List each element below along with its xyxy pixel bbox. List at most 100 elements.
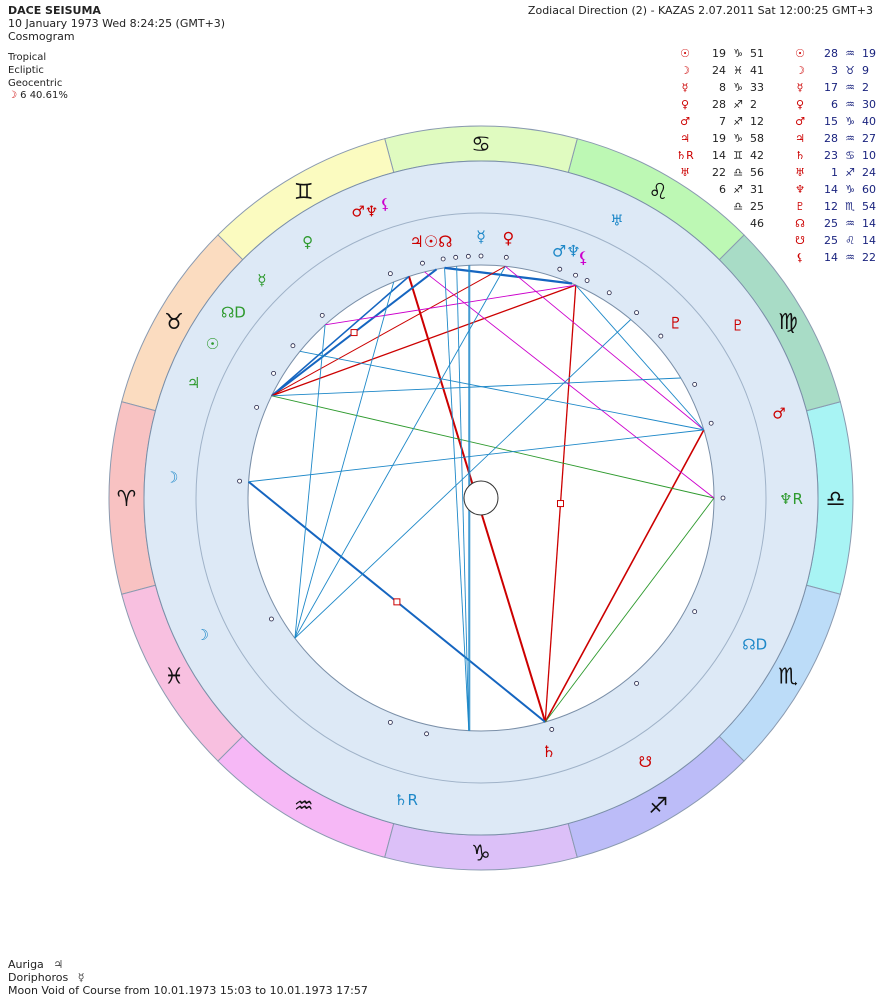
- planet-cell-s2: ♉: [845, 64, 855, 77]
- planet-row: 6 ♐ 31 ♆ 14 ♑ 60: [672, 181, 886, 198]
- planet-icon: ♄R: [394, 791, 418, 809]
- zodiac-sign-icon: ♌: [648, 180, 668, 205]
- moon-void-of-course: Moon Void of Course from 10.01.1973 15:0…: [8, 984, 368, 997]
- planet-cell-s2: ♒: [845, 81, 855, 94]
- aspect-line: [299, 350, 704, 431]
- footer-line-doriphoros: Doriphoros ☿: [8, 971, 85, 984]
- aspect-line: [271, 275, 410, 397]
- planet-cell-m: 46: [750, 217, 764, 230]
- planet-cell-m2: 14: [862, 217, 876, 230]
- planet-icon: ♇: [669, 314, 683, 333]
- planet-cell-g2: ♅: [795, 166, 805, 179]
- planet-cell-m2: 9: [862, 64, 869, 77]
- planet-cell-g: ♅: [680, 166, 690, 179]
- planet-cell-s2: ♌: [845, 234, 855, 247]
- planet-cell-m: 12: [750, 115, 764, 128]
- planet-icon: ♄: [542, 742, 556, 761]
- center-circle: [463, 480, 499, 516]
- planet-cell-s2: ♒: [845, 251, 855, 264]
- planet-cell-d: [698, 198, 728, 215]
- position-dot: [692, 381, 698, 387]
- jupiter-icon: ♃: [53, 958, 64, 971]
- aspect-line: [544, 497, 715, 723]
- position-dot: [503, 254, 509, 260]
- planet-cell-s: ♐: [733, 98, 743, 111]
- planet-icon: ♀: [503, 228, 515, 247]
- planet-cell-d2: 1: [831, 166, 838, 179]
- planet-cell-m: 31: [750, 183, 764, 196]
- planet-cell-m: 42: [750, 149, 764, 162]
- planet-cell-g2: ♂: [795, 115, 805, 128]
- position-dot: [549, 727, 555, 732]
- planet-icon: ☉: [206, 335, 219, 353]
- zodiac-ring: ♎ ♍ ♌ ♋ ♊ ♉ ♈ ♓ ♒ ♑ ♐ ♏: [108, 125, 854, 871]
- planet-cell-d: 6: [719, 183, 726, 196]
- planet-cell-m2: 2: [862, 81, 869, 94]
- planet-icon: ⚸: [578, 248, 590, 267]
- planet-cell-m2: 40: [862, 115, 876, 128]
- planet-cell-s: [728, 232, 748, 249]
- planet-cell-s: ♎: [733, 200, 743, 213]
- zodiac-sign-icon: ♒: [294, 794, 314, 819]
- planet-icon: ♇: [731, 317, 744, 335]
- position-dot: [237, 478, 242, 484]
- planet-cell-g2: ♀: [795, 98, 805, 111]
- position-dot: [290, 343, 296, 349]
- planet-cell-g: ☿: [681, 81, 689, 94]
- planet-cell-d2: 6: [831, 98, 838, 111]
- planet-cell-m: [748, 249, 774, 266]
- planet-cell-m: 51: [750, 47, 764, 60]
- planet-cell-m2: 14: [862, 234, 876, 247]
- planet-cell-d2: 15: [824, 115, 838, 128]
- aspect-line: [248, 429, 704, 483]
- planet-cell-d: [698, 232, 728, 249]
- planet-cell-d: 24: [712, 64, 726, 77]
- planet-cell-s2: ♒: [845, 47, 855, 60]
- aspect-marker: [393, 598, 401, 606]
- coordinate-plane: Ecliptic: [8, 65, 44, 76]
- planet-row: ♅ 22 ♎ 56 ♅ 1 ♐ 24: [672, 164, 886, 181]
- aspect-line: [325, 284, 576, 326]
- planet-row: ⚸ 14 ♒ 22: [672, 249, 886, 266]
- planet-cell-d: [698, 249, 728, 266]
- planet-cell-g: [672, 198, 698, 215]
- planet-cell-d2: 28: [824, 47, 838, 60]
- zodiac-sign-icon: ♓: [164, 664, 184, 689]
- planet-cell-s2: ♒: [845, 132, 855, 145]
- position-dot: [720, 495, 726, 501]
- aspect-line: [444, 267, 470, 731]
- planet-cell-g: [672, 215, 698, 232]
- moon-phase-value: 6 40.61%: [20, 90, 68, 101]
- footer: Auriga ♃ Doriphoros ☿ Moon Void of Cours…: [8, 958, 368, 997]
- planet-icon: ☽: [165, 468, 178, 486]
- planet-row: 46 ☊ 25 ♒ 14: [672, 215, 886, 232]
- birth-datetime: 10 January 1973 Wed 8:24:25 (GMT+3): [8, 17, 226, 30]
- position-dot: [387, 271, 393, 277]
- planet-cell-d: 19: [712, 132, 726, 145]
- planet-cell-d: 22: [712, 166, 726, 179]
- planet-cell-d2: 14: [824, 183, 838, 196]
- planet-cell-m2: 10: [862, 149, 876, 162]
- planet-cell-s: ♎: [733, 166, 743, 179]
- planet-cell-s: ♐: [733, 183, 743, 196]
- position-dot: [319, 312, 325, 318]
- planet-cell-g2: ⚸: [795, 251, 805, 264]
- aspect-line: [271, 377, 681, 397]
- zodiac-sign-icon: ♐: [648, 794, 668, 819]
- aspect-line: [544, 429, 705, 723]
- aspect-line: [424, 271, 715, 499]
- footer-line-auriga: Auriga ♃: [8, 958, 64, 971]
- planet-cell-s2: ♋: [845, 149, 855, 162]
- planet-icon: ♂♆: [351, 203, 378, 221]
- aspect-line: [575, 284, 705, 431]
- planet-icon: ☽: [196, 626, 209, 644]
- planet-cell-g: [672, 232, 698, 249]
- planet-row: ♎ 25 ♇ 12 ♏ 54: [672, 198, 886, 215]
- planet-cell-m2: 60: [862, 183, 876, 196]
- planet-cell-d: 28: [712, 98, 726, 111]
- planet-row: ♂ 7 ♐ 12 ♂ 15 ♑ 40: [672, 113, 886, 130]
- aspect-line: [456, 266, 470, 731]
- position-dot: [606, 290, 612, 296]
- direction-title: Zodiacal Direction (2) - KAZAS 2.07.2011…: [527, 4, 873, 17]
